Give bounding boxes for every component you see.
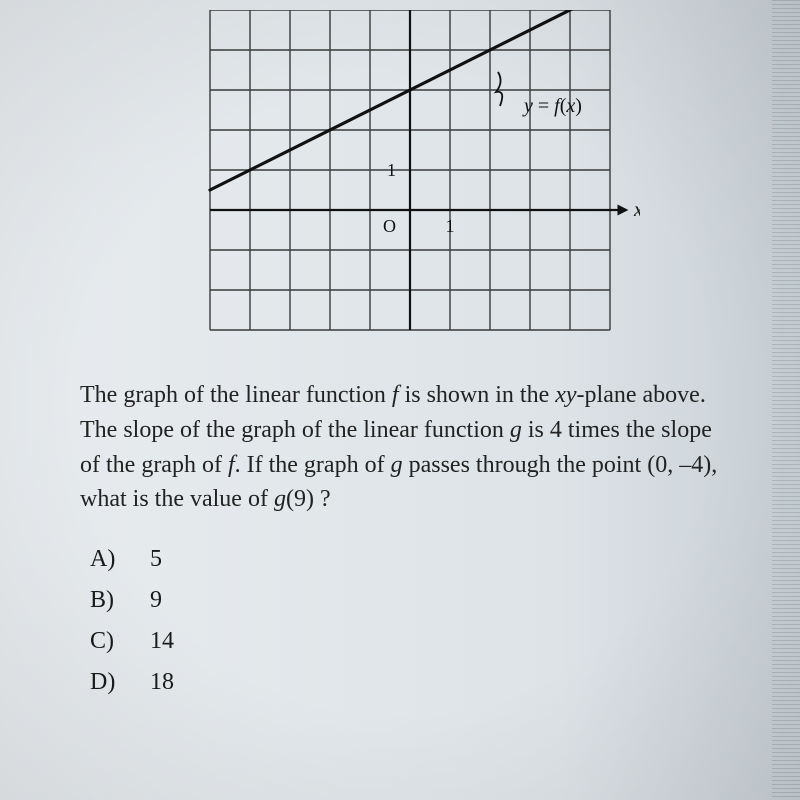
option-label: C)	[90, 621, 122, 662]
option-value: 9	[150, 580, 162, 621]
q-fn-g: g	[274, 486, 286, 512]
option-label: B)	[90, 580, 122, 621]
option-value: 18	[150, 662, 174, 703]
q-fn-g: g	[510, 417, 522, 443]
answer-option[interactable]: B) 9	[90, 580, 760, 621]
q-fn-f: f	[392, 382, 399, 408]
svg-text:1: 1	[387, 160, 396, 180]
option-label: A)	[90, 539, 122, 580]
q-fn-f: f	[228, 452, 235, 478]
answer-option[interactable]: C) 14	[90, 621, 760, 662]
q-text: (9) ?	[286, 486, 331, 512]
q-text: is shown in the	[399, 382, 556, 408]
q-xy: xy	[555, 382, 576, 408]
q-fn-g: g	[391, 452, 403, 478]
q-text: The graph of the linear function	[80, 382, 392, 408]
svg-text:y = f(x): y = f(x)	[522, 95, 582, 117]
q-text: . If the graph of	[235, 452, 391, 478]
option-value: 5	[150, 539, 162, 580]
page-surface: yx1O1y = f(x) The graph of the linear fu…	[0, 0, 800, 800]
answer-option[interactable]: A) 5	[90, 539, 760, 580]
svg-text:O: O	[383, 216, 396, 236]
linear-function-graph: yx1O1y = f(x)	[180, 10, 640, 350]
graph-container: yx1O1y = f(x)	[180, 10, 640, 350]
answer-option[interactable]: D) 18	[90, 662, 760, 703]
svg-text:x: x	[633, 199, 640, 221]
question-text: The graph of the linear function f is sh…	[80, 378, 730, 517]
option-value: 14	[150, 621, 174, 662]
page-binding-edge	[772, 0, 800, 800]
answer-options: A) 5 B) 9 C) 14 D) 18	[90, 539, 760, 702]
svg-text:1: 1	[446, 216, 455, 236]
option-label: D)	[90, 662, 122, 703]
